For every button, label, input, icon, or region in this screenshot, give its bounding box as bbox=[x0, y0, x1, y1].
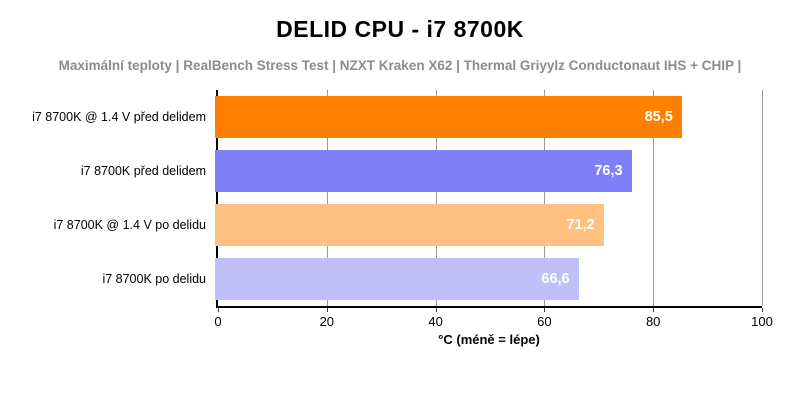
axis-tick-label: 100 bbox=[751, 314, 773, 329]
bar-row: i7 8700K @ 1.4 V po delidu 71,2 bbox=[0, 198, 762, 252]
category-label: i7 8700K po delidu bbox=[102, 272, 206, 286]
bar-value-label: 66,6 bbox=[541, 271, 570, 287]
category-label: i7 8700K před delidem bbox=[80, 164, 206, 178]
axis-tick-label: 40 bbox=[428, 314, 443, 329]
bar-row: i7 8700K po delidu 66,6 bbox=[0, 252, 762, 306]
axis-tick-label: 60 bbox=[537, 314, 552, 329]
chart-subtitle: Maximální teploty | RealBench Stress Tes… bbox=[58, 58, 742, 73]
axis-tick bbox=[653, 308, 655, 312]
axis-tick bbox=[544, 308, 546, 312]
axis-tick bbox=[326, 308, 328, 312]
gridline bbox=[653, 90, 655, 306]
bar-row: i7 8700K před delidem 76,3 bbox=[0, 144, 762, 198]
axis-tick-label: 20 bbox=[319, 314, 335, 329]
x-axis-title: °C (méně = lépe) bbox=[438, 332, 540, 347]
axis-tick bbox=[435, 308, 437, 312]
bar-value-label: 85,5 bbox=[644, 109, 673, 125]
category-label: i7 8700K @ 1.4 V po delidu bbox=[53, 218, 206, 232]
axis-tick bbox=[762, 308, 763, 312]
axis-tick-label: 80 bbox=[645, 314, 661, 329]
bar-rows: i7 8700K @ 1.4 V před delidem 85,5 i7 87… bbox=[0, 90, 762, 306]
gridline bbox=[326, 90, 328, 306]
gridline bbox=[435, 90, 437, 306]
bar-value-label: 76,3 bbox=[594, 163, 623, 179]
gridline bbox=[544, 90, 546, 306]
bar: 76,3 bbox=[215, 150, 632, 192]
chart-title: DELID CPU - i7 8700K bbox=[276, 16, 524, 42]
bar-value-label: 71,2 bbox=[566, 217, 595, 233]
bar-track: 76,3 bbox=[215, 144, 761, 198]
axis-tick bbox=[218, 308, 219, 312]
bar-track: 85,5 bbox=[215, 90, 761, 144]
bar: 71,2 bbox=[215, 204, 604, 246]
gridline bbox=[762, 90, 763, 306]
bar-track: 66,6 bbox=[215, 252, 761, 306]
category-label: i7 8700K @ 1.4 V před delidem bbox=[32, 110, 206, 124]
axis-tick-label: 0 bbox=[214, 314, 222, 329]
bar-row: i7 8700K @ 1.4 V před delidem 85,5 bbox=[0, 90, 762, 144]
bar: 85,5 bbox=[215, 96, 682, 138]
bar-track: 71,2 bbox=[215, 198, 761, 252]
plot-area: 0 20 40 60 80 100 bbox=[214, 90, 773, 329]
bar: 66,6 bbox=[215, 258, 579, 300]
